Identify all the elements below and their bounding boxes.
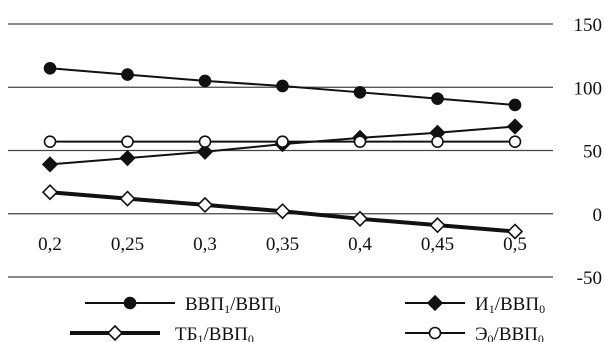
data-point [429,217,446,234]
legend-label: ВВП1/ВВП0 [185,294,280,316]
legend-marker [426,294,444,312]
data-point [196,196,214,214]
x-tick-label: 0,3 [193,234,217,255]
data-point [119,190,136,207]
data-point [43,61,57,75]
data-point [351,210,369,227]
data-point [353,135,367,148]
y-tick-label: 50 [583,142,602,163]
legend-item-vvp: ВВП1/ВВП0 [85,294,280,316]
x-tick-label: 0,35 [266,234,299,255]
x-tick-label: 0,4 [348,234,372,255]
data-point [353,86,367,99]
data-point [274,203,291,220]
data-point [508,135,522,148]
data-point [431,135,444,148]
data-point [43,135,57,148]
series-e [43,135,522,148]
gridlines [8,23,553,278]
data-point [198,135,212,148]
y-tick-label: 100 [574,78,603,99]
legend-label: И1/ВВП0 [475,294,545,316]
data-point [41,156,59,173]
x-tick-label: 0,25 [111,234,144,255]
legend-marker [428,326,442,340]
series-vvp [43,61,522,112]
y-tick-label: 150 [574,15,603,36]
data-point [508,98,522,112]
x-tick-label: 0,45 [421,234,454,255]
series-tb [41,184,524,240]
data-point [121,135,134,148]
y-tick-label: -50 [577,268,602,289]
data-point [119,149,136,167]
series-lines [41,61,524,240]
data-point [196,143,214,160]
data-point [121,68,134,81]
data-point [431,92,444,105]
data-point [198,74,212,88]
legend-marker [106,324,124,342]
y-tick-label: 0 [593,205,603,226]
data-point [506,223,524,240]
data-point [276,135,289,148]
data-point [506,118,524,135]
x-tick-label: 0,2 [38,234,62,255]
x-axis-tick-labels: 0,2 0,25 0,3 0,35 0,4 0,45 0,5 [38,234,527,255]
data-point [41,184,59,201]
legend-item-tb: ТБ1/ВВП0 [70,324,254,342]
y-axis-tick-labels: -50 0 50 100 150 [574,15,603,289]
legend-label: ТБ1/ВВП0 [175,324,254,342]
x-tick-label: 0,5 [503,234,527,255]
data-point [276,79,289,93]
legend-item-e: Э0/ВВП0 [405,324,544,342]
legend-label: Э0/ВВП0 [475,324,544,342]
legend: ВВП1/ВВП0 И1/ВВП0 ТБ1/ВВП0 Э0/ВВП0 [70,294,545,342]
legend-marker [123,296,137,310]
legend-item-i: И1/ВВП0 [405,294,545,316]
